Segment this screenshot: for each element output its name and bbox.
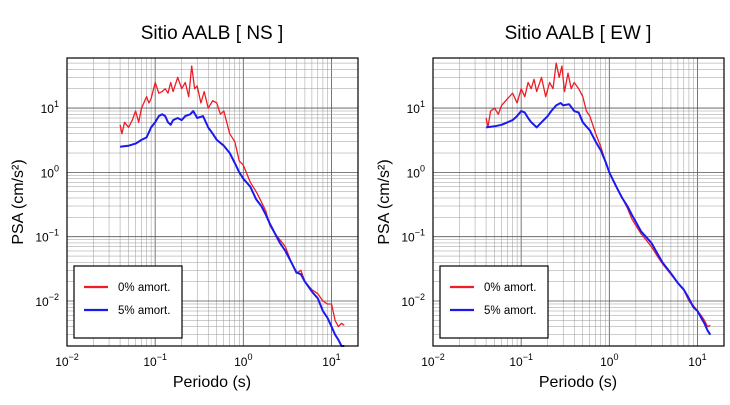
x-tick-base: 10 [143, 355, 157, 369]
x-axis-label: Periodo (s) [173, 374, 251, 391]
chart-title: Sitio AALB [ NS ] [141, 23, 284, 44]
legend: 0% amort. 5% amort. [73, 265, 183, 339]
x-tick-exponent: 1 [336, 352, 341, 362]
x-tick-base: 10 [509, 355, 523, 369]
y-tick-exponent: 0 [54, 163, 59, 173]
y-tick-base: 10 [407, 102, 421, 116]
y-tick-base: 10 [401, 231, 415, 245]
plot-frame [66, 57, 359, 347]
grid [66, 57, 359, 347]
y-tick-label: 101 [407, 99, 425, 116]
legend-box [73, 265, 183, 339]
x-tick-base: 10 [234, 355, 248, 369]
y-tick-exponent: −1 [415, 228, 425, 238]
x-tick-label: 101 [322, 352, 340, 369]
legend-label: 0% amort. [118, 282, 170, 294]
x-tick-exponent: 0 [613, 352, 618, 362]
y-tick-exponent: −2 [49, 292, 59, 302]
y-tick-label: 10−2 [401, 292, 425, 309]
y-tick-base: 10 [41, 166, 55, 180]
legend-label: 5% amort. [118, 305, 170, 317]
legend-box [439, 265, 549, 339]
y-tick-label: 10−1 [35, 228, 59, 245]
plot-frame [432, 57, 725, 347]
y-axis-label: PSA (cm/s²) [376, 159, 393, 244]
y-tick-base: 10 [35, 231, 49, 245]
legend-label: 0% amort. [484, 282, 536, 294]
x-tick-label: 10−2 [421, 352, 445, 369]
y-tick-exponent: 1 [54, 99, 59, 109]
x-tick-exponent: −2 [435, 352, 445, 362]
y-tick-base: 10 [41, 102, 55, 116]
x-tick-label: 100 [600, 352, 618, 369]
y-tick-label: 10−1 [401, 228, 425, 245]
y-tick-base: 10 [35, 295, 49, 309]
y-tick-label: 10−2 [35, 292, 59, 309]
x-tick-label: 101 [688, 352, 706, 369]
x-tick-exponent: −1 [523, 352, 533, 362]
y-axis-label: PSA (cm/s²) [10, 159, 27, 244]
x-tick-base: 10 [421, 355, 435, 369]
x-tick-exponent: −1 [157, 352, 167, 362]
legend-label: 5% amort. [484, 305, 536, 317]
series-line-blue [485, 102, 712, 336]
x-axis-label: Periodo (s) [539, 374, 617, 391]
x-tick-exponent: 0 [247, 352, 252, 362]
legend: 0% amort. 5% amort. [439, 265, 549, 339]
y-tick-exponent: 1 [420, 99, 425, 109]
y-tick-base: 10 [407, 166, 421, 180]
x-tick-base: 10 [55, 355, 69, 369]
x-tick-label: 100 [234, 352, 252, 369]
y-tick-label: 101 [41, 99, 59, 116]
y-tick-exponent: −1 [49, 228, 59, 238]
y-tick-base: 10 [401, 295, 415, 309]
x-tick-base: 10 [600, 355, 614, 369]
y-tick-exponent: 0 [420, 163, 425, 173]
x-tick-base: 10 [322, 355, 336, 369]
series-line-blue [119, 110, 345, 347]
y-tick-label: 100 [407, 163, 425, 180]
y-tick-label: 100 [41, 163, 59, 180]
x-tick-label: 10−2 [55, 352, 79, 369]
x-tick-exponent: 1 [702, 352, 707, 362]
x-tick-label: 10−1 [143, 352, 167, 369]
x-tick-label: 10−1 [509, 352, 533, 369]
x-tick-base: 10 [688, 355, 702, 369]
chart-title: Sitio AALB [ EW ] [505, 23, 652, 44]
x-tick-exponent: −2 [69, 352, 79, 362]
y-tick-exponent: −2 [415, 292, 425, 302]
